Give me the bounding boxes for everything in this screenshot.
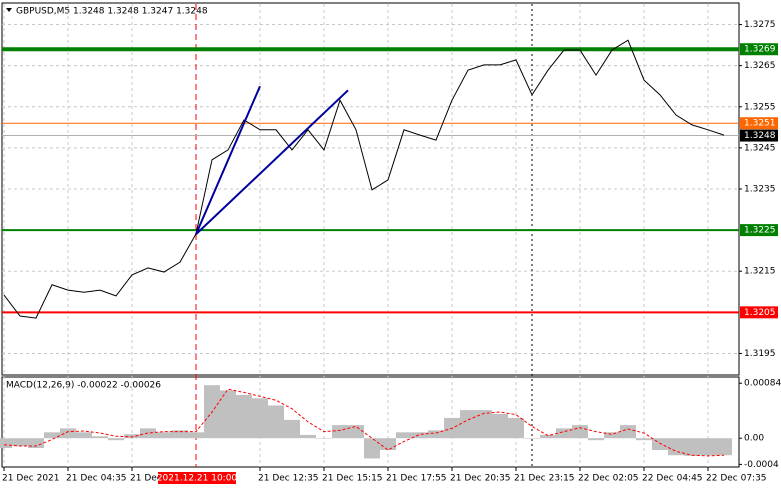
macd-bar [44,432,60,439]
macd-bar [524,438,540,439]
x-tick-label: 21 Dec 20:35 [450,474,511,484]
macd-bar [108,438,124,441]
macd-bar [556,428,572,439]
macd-bar [604,432,620,439]
y-tick-label: 0.00084 [744,379,781,389]
macd-bar [668,438,684,456]
macd-bar [412,432,428,439]
macd-bar [0,438,12,449]
macd-bar [620,425,636,439]
x-tick-label: 21 Dec 12:35 [258,474,319,484]
x-tick-label: 22 Dec 04:45 [642,474,703,484]
y-tick-label: 1.3275 [744,20,776,30]
macd-title: MACD(12,26,9) -0.00022 -0.00026 [6,381,161,391]
level-label-box [740,117,778,130]
macd-bar [396,432,412,439]
macd-bar [76,432,92,439]
macd-bar [684,438,700,456]
macd-pane-frame [1,376,740,468]
crosshair-label-box [158,472,236,484]
macd-bar [540,434,556,439]
macd-bar [28,438,44,449]
level-label-box [740,129,778,142]
y-tick-label: 1.3245 [744,143,776,153]
macd-bar [268,405,284,439]
level-label: 1.3205 [744,308,776,318]
macd-bar [252,398,268,439]
level-label-box [740,306,778,319]
macd-bar [12,438,28,447]
macd-bar [332,425,348,439]
macd-bar [60,428,76,439]
x-tick-label: 21 Dec 23:15 [514,474,575,484]
macd-bar [348,425,364,439]
macd-bar [156,432,172,439]
level-label: 1.3251 [744,119,776,129]
macd-bar [220,390,236,439]
macd-bar [700,438,716,456]
macd-bar [460,410,476,439]
x-tick-label: 21 Dec 2021 [2,474,60,484]
macd-bar [124,434,140,439]
macd-bar [140,428,156,439]
macd-bar [300,434,316,439]
x-tick-label: 21 Dec 17:55 [386,474,447,484]
signal-line [3,388,725,457]
macd-bar [364,438,380,459]
y-tick-label: 1.3235 [744,185,776,195]
macd-bar [428,430,444,439]
x-tick-label: 22 Dec 07:35 [706,474,767,484]
menu-icon [6,8,12,12]
macd-bar [572,425,588,439]
macd-bar [188,432,204,439]
crosshair-label: 2021.12.21 10:00 [157,474,238,484]
trend-line [195,89,349,235]
y-tick-label: 1.3195 [744,349,776,359]
macd-bar [636,438,652,441]
macd-bar [716,438,732,456]
level-label: 1.3269 [744,45,776,55]
chart-title: GBPUSD,M5 1.3248 1.3248 1.3247 1.3248 [16,7,208,17]
macd-bar [92,436,108,439]
level-label-box [740,43,778,56]
macd-bar [588,438,604,441]
macd-bar [284,419,300,439]
y-tick-label: -0.0004 [744,460,779,470]
x-tick-label: 21 Dec 04:35 [66,474,127,484]
trend-line [195,85,261,235]
level-label-box [740,224,778,237]
level-label: 1.3248 [744,131,776,141]
level-label: 1.3225 [744,226,776,236]
macd-bar [236,395,252,439]
macd-bar [476,410,492,439]
price-line [3,39,725,319]
macd-bar [508,417,524,439]
macd-bar [652,438,668,450]
x-tick-label: 21 Dec 15:15 [322,474,383,484]
y-tick-label: 1.3265 [744,61,776,71]
y-tick-label: 1.3215 [744,267,776,277]
macd-bar [316,438,332,439]
x-tick-label: 22 Dec 02:05 [578,474,639,484]
y-tick-label: 1.3255 [744,102,776,112]
macd-bar [492,413,508,439]
macd-bar [172,430,188,439]
y-tick-label: 0.00 [744,434,764,444]
macd-bar [380,438,396,450]
